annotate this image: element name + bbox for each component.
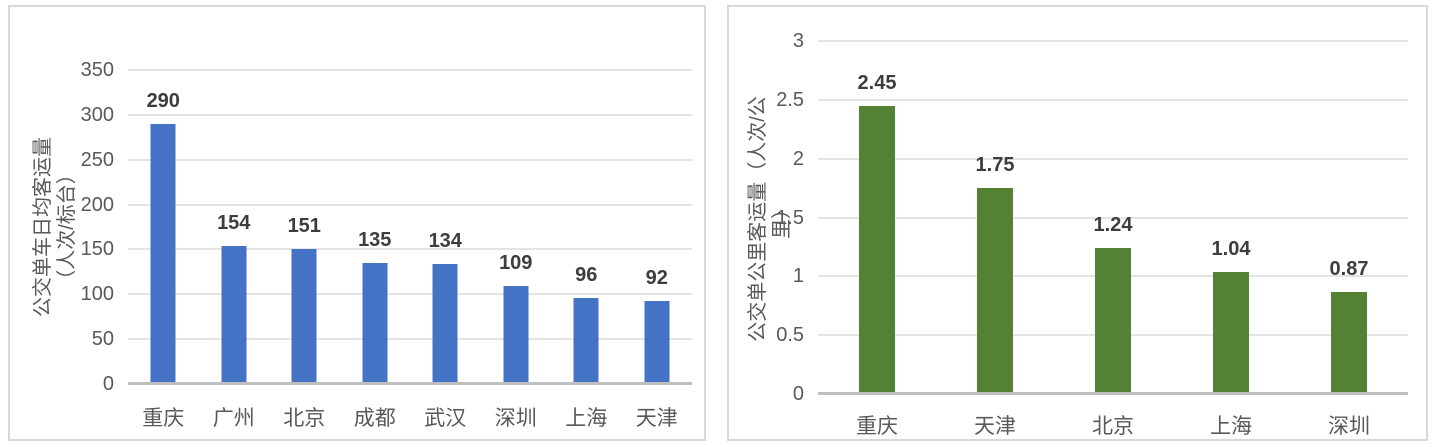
left-chart-plot-area: 0 50 100 150 200 250 300 350 290 154 151 135 134 109…: [81, 60, 692, 394]
category-label: 深圳: [1328, 415, 1370, 438]
data-label: 154: [217, 211, 251, 234]
gridline: [128, 338, 692, 341]
category-label: 成都: [353, 407, 396, 430]
left-chart-category-labels: 重庆 广州 北京 成都 武汉 深圳 上海 天津: [128, 402, 692, 432]
bar-slot: 92: [622, 70, 693, 384]
y-tick-label: 0.5: [776, 324, 804, 347]
gridline: [818, 216, 1408, 219]
x-axis-line: [818, 392, 1408, 395]
y-tick-label: 0: [792, 383, 804, 405]
gridline: [128, 113, 692, 116]
gridline: [128, 69, 692, 71]
y-tick-label: 50: [91, 328, 114, 351]
y-tick-label: 2: [792, 147, 804, 170]
bar-深圳: [1331, 291, 1367, 394]
category-label: 上海: [565, 407, 608, 430]
left-chart-y-axis-title: 公交单车日均客运量 （人次/标台）: [32, 137, 78, 317]
gridline: [818, 157, 1408, 160]
y-tick-label: 1: [792, 265, 804, 288]
bar-slot: 1.75: [936, 41, 1054, 394]
gridline: [128, 158, 692, 161]
bar-slot: 151: [269, 70, 340, 384]
data-label: 92: [645, 267, 668, 290]
right-chart-bars: 2.45 1.75 1.24 1.04 0.87: [818, 41, 1408, 394]
category-label: 天津: [635, 407, 678, 430]
right-chart-panel: 公交单公里客运量（人次/公 里） 0 0.5 1 1.5 2 2.5 3 2.45 1.75 1…: [727, 5, 1428, 441]
bar-成都: [362, 262, 388, 384]
category-label: 重庆: [142, 407, 185, 430]
right-chart-category-labels: 重庆 天津 北京 上海 深圳: [818, 410, 1408, 440]
data-label: 109: [499, 252, 533, 275]
category-label: 天津: [974, 415, 1016, 438]
bar-上海: [1213, 271, 1249, 394]
bar-上海: [573, 297, 599, 384]
bar-slot: 134: [410, 70, 481, 384]
bar-slot: 0.87: [1290, 41, 1408, 394]
y-tick-label: 200: [80, 193, 114, 216]
y-tick-label: 250: [80, 148, 114, 171]
bar-slot: 96: [551, 70, 622, 384]
bar-武汉: [432, 263, 458, 384]
bar-slot: 1.24: [1054, 41, 1172, 394]
bar-slot: 290: [128, 70, 199, 384]
y-tick-label: 300: [80, 103, 114, 126]
data-label: 134: [428, 229, 462, 252]
bar-slot: 109: [481, 70, 552, 384]
data-label: 1.24: [1093, 214, 1133, 237]
bar-重庆: [859, 105, 895, 394]
y-tick-label: 2.5: [776, 88, 804, 111]
bar-广州: [221, 245, 247, 384]
data-label: 151: [287, 214, 321, 237]
data-label: 2.45: [857, 71, 897, 94]
category-label: 上海: [1210, 415, 1252, 438]
gridline: [818, 40, 1408, 42]
category-label: 广州: [212, 407, 255, 430]
data-label: 135: [358, 228, 392, 251]
category-label: 北京: [283, 407, 326, 430]
category-label: 深圳: [494, 407, 537, 430]
bar-slot: 1.04: [1172, 41, 1290, 394]
data-label: 96: [575, 263, 598, 286]
bar-北京: [1095, 248, 1131, 394]
y-tick-label: 150: [80, 238, 114, 261]
gridline: [818, 98, 1408, 101]
category-label: 武汉: [424, 407, 467, 430]
y-tick-label: 100: [80, 283, 114, 306]
data-label: 1.75: [975, 154, 1015, 177]
gridline: [128, 293, 692, 296]
left-chart-bars: 290 154 151 135 134 109 96 92: [128, 70, 692, 384]
data-label: 0.87: [1329, 257, 1369, 280]
left-chart-panel: 公交单车日均客运量 （人次/标台） 0 50 100 150 200 250 300 350 …: [8, 5, 706, 441]
bar-北京: [291, 248, 317, 384]
y-tick-label: 0: [102, 373, 114, 395]
gridline: [128, 203, 692, 206]
right-chart-plot-area: 0 0.5 1 1.5 2 2.5 3 2.45 1.75 1.24 1.04 0.87: [776, 31, 1408, 404]
bar-重庆: [150, 123, 176, 384]
x-axis-line: [128, 382, 692, 385]
bar-slot: 154: [199, 70, 270, 384]
data-label: 1.04: [1211, 237, 1251, 260]
y-tick-label: 3: [792, 30, 804, 52]
bar-天津: [977, 188, 1013, 394]
bar-天津: [644, 301, 670, 384]
gridline: [128, 248, 692, 251]
y-tick-label: 1.5: [776, 206, 804, 229]
bar-深圳: [503, 286, 529, 384]
bar-slot: 135: [340, 70, 411, 384]
category-label: 重庆: [856, 415, 898, 438]
data-label: 290: [146, 89, 180, 112]
y-tick-label: 350: [80, 59, 114, 81]
bar-slot: 2.45: [818, 41, 936, 394]
category-label: 北京: [1092, 415, 1134, 438]
